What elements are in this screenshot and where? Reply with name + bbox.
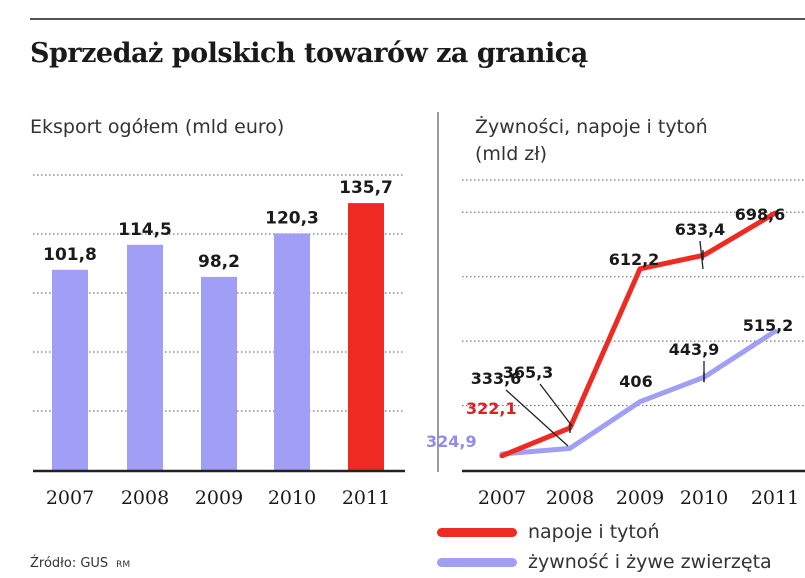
bar-x-tick-label: 2011 [342, 487, 390, 509]
leader-line-zywnosc-2008 [505, 389, 569, 447]
top-rule [30, 18, 805, 20]
bar-chart-title: Eksport ogółem (mld euro) [30, 116, 285, 138]
source-note: Źródło: GUS RM [30, 556, 130, 571]
line-chart-title-unit: (mld zł) [475, 143, 548, 165]
bar-2010 [274, 233, 310, 470]
legend-label-zywnosc: żywność i żywe zwierzęta [528, 551, 772, 573]
bar-x-tick-label: 2008 [121, 487, 169, 509]
point-label-zywnosc-2010: 443,9 [669, 340, 720, 359]
line-x-tick-label: 2011 [751, 487, 799, 509]
bar-value-label: 101,8 [43, 245, 97, 265]
legend-swatch-red [437, 528, 517, 537]
bar-2007 [52, 269, 88, 470]
point-label-zywnosc-2009: 406 [619, 372, 652, 391]
bar-x-tick-label: 2009 [195, 487, 243, 509]
point-label-napoje-2010: 633,4 [675, 220, 726, 239]
bar-value-label: 114,5 [118, 220, 172, 240]
series-line-napoje [499, 210, 778, 459]
bar-value-label: 98,2 [198, 252, 240, 272]
bar-value-label: 120,3 [265, 208, 319, 228]
bar-2009 [201, 276, 237, 470]
bar-2011 [348, 203, 384, 470]
point-label-napoje-2008: 365,3 [503, 363, 554, 382]
line-x-tick-label: 2009 [616, 487, 664, 509]
page-title: Sprzedaż polskich towarów za granicą [30, 38, 588, 69]
point-label-napoje-2007: 322,1 [466, 399, 517, 418]
bar-value-label: 135,7 [339, 178, 393, 198]
line-x-tick-label: 2008 [546, 487, 594, 509]
line-x-tick-label: 2007 [478, 487, 526, 509]
legend-swatch-lavender [437, 558, 517, 567]
point-label-zywnosc-2008: 333,6 [471, 369, 522, 388]
leader-line-napoje-2008 [539, 383, 573, 427]
leader-line-napoje-2010 [699, 240, 704, 270]
legend-label-napoje: napoje i tytoń [528, 521, 660, 543]
author-initials: RM [116, 560, 131, 570]
line-chart-title: Żywności, napoje i tytoń [475, 116, 708, 138]
bar-x-tick-label: 2007 [46, 487, 94, 509]
point-label-napoje-2009: 612,2 [609, 250, 660, 269]
bar-x-tick-label: 2010 [268, 487, 316, 509]
chart-divider [437, 112, 439, 472]
point-label-zywnosc-2011: 515,2 [743, 316, 794, 335]
series-line-zywnosc [499, 328, 778, 457]
point-label-zywnosc-2007: 324,9 [426, 432, 477, 451]
source-text: Źródło: GUS [30, 556, 109, 571]
point-label-napoje-2011: 698,6 [735, 205, 786, 224]
bar-2008 [127, 244, 163, 470]
line-x-tick-label: 2010 [680, 487, 728, 509]
